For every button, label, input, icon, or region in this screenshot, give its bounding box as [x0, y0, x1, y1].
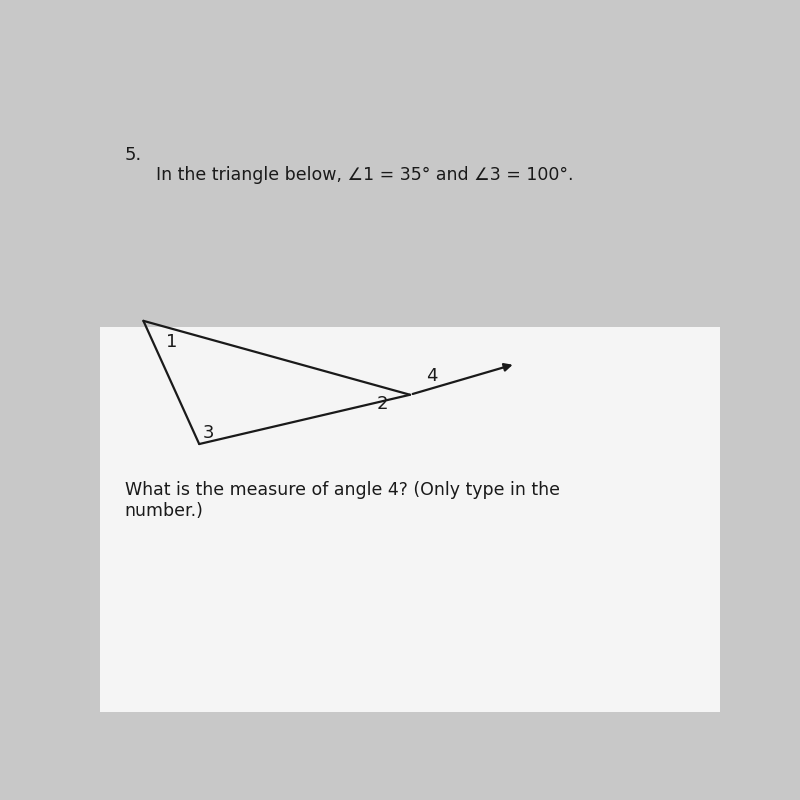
Text: 5.: 5. [125, 146, 142, 163]
Text: 1: 1 [166, 334, 177, 351]
Text: 3: 3 [202, 424, 214, 442]
Text: 2: 2 [376, 395, 388, 413]
Text: 4: 4 [426, 367, 438, 386]
Text: What is the measure of angle 4? (Only type in the
number.): What is the measure of angle 4? (Only ty… [125, 481, 560, 520]
Text: In the triangle below, ∠1 = 35° and ∠3 = 100°.: In the triangle below, ∠1 = 35° and ∠3 =… [156, 166, 574, 184]
FancyBboxPatch shape [100, 327, 720, 712]
